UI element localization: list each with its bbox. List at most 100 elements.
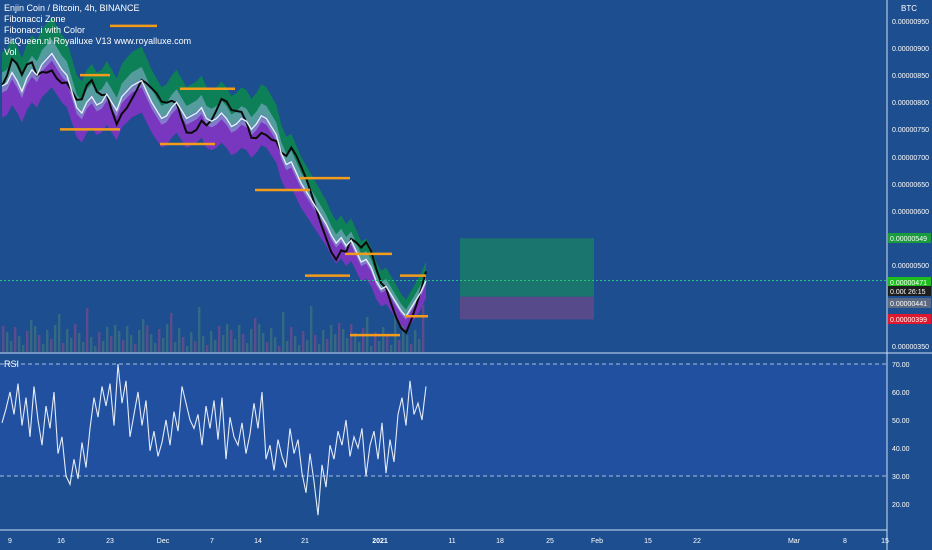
volume-bar	[66, 329, 69, 352]
price-tag-label: 0.00000471	[890, 280, 927, 287]
volume-bar	[378, 341, 381, 352]
volume-bar	[234, 339, 237, 352]
volume-bar	[178, 328, 181, 352]
volume-bar	[306, 340, 309, 352]
volume-bar	[102, 341, 105, 352]
volume-bar	[38, 335, 41, 352]
volume-bar	[302, 331, 305, 352]
volume-bar	[294, 336, 297, 352]
rsi-pane-label[interactable]: RSI	[4, 359, 20, 369]
volume-bar	[6, 332, 9, 352]
time-tick-label: 8	[843, 538, 847, 545]
indicator-fibonacci-zone[interactable]: Fibonacci Zone	[4, 14, 66, 24]
volume-bar	[186, 346, 189, 352]
price-tick-label: 0.00000800	[892, 100, 929, 107]
price-tag-label: 0.00000441	[890, 301, 927, 308]
indicator-fibonacci-color[interactable]: Fibonacci with Color	[4, 25, 86, 35]
volume-bar	[318, 344, 321, 352]
volume-bar	[342, 329, 345, 352]
price-tag-label: 0.00000549	[890, 236, 927, 243]
time-tick-label: 22	[693, 538, 701, 545]
price-tag-bg	[906, 286, 931, 296]
volume-bar	[158, 329, 161, 352]
volume-bar	[398, 340, 401, 352]
price-tag-bg	[888, 233, 931, 243]
currency-label: BTC	[901, 4, 917, 13]
chart-legend: Enjin Coin / Bitcoin, 4h, BINANCE Fibona…	[4, 3, 191, 58]
volume-bar	[258, 324, 261, 352]
volume-bar	[14, 327, 17, 352]
rsi-tick-label: 50.00	[892, 418, 910, 425]
time-tick-label: 9	[8, 538, 12, 545]
volume-bar	[222, 335, 225, 352]
volume-bar	[42, 344, 45, 352]
volume-bar	[54, 325, 57, 352]
light-band	[2, 39, 426, 320]
volume-bar	[298, 345, 301, 352]
volume-bar	[390, 345, 393, 352]
volume-bar	[350, 324, 353, 352]
volume-bar	[354, 333, 357, 352]
volume-bar	[22, 345, 25, 352]
volume-bar	[362, 328, 365, 352]
rsi-layer	[0, 363, 887, 516]
time-tick-label: 7	[210, 538, 214, 545]
volume-bar	[118, 331, 121, 352]
volume-bar	[414, 330, 417, 352]
volume-bar	[410, 344, 413, 352]
stop-zone[interactable]	[460, 296, 594, 320]
price-line	[1, 52, 427, 318]
volume-bar	[130, 335, 133, 352]
rsi-tick-label: 60.00	[892, 390, 910, 397]
price-tag-label: 26:15	[908, 289, 926, 296]
time-tick-label: 18	[496, 538, 504, 545]
symbol-title[interactable]: Enjin Coin / Bitcoin, 4h, BINANCE	[4, 3, 140, 13]
volume-bar	[146, 325, 149, 352]
indicator-volume[interactable]: Vol	[4, 47, 17, 57]
volume-bar	[326, 339, 329, 352]
volume-bar	[254, 318, 257, 352]
volume-bar	[90, 337, 93, 352]
time-tick-label: 11	[448, 538, 455, 545]
volume-bar	[246, 343, 249, 352]
time-tick-label: 15	[881, 538, 889, 545]
volume-bar	[406, 335, 409, 352]
volume-bar	[174, 342, 177, 352]
volume-bar	[82, 342, 85, 352]
rsi-tick-label: 40.00	[892, 446, 910, 453]
volume-bar	[98, 332, 101, 352]
price-tick-label: 0.00000950	[892, 19, 929, 26]
rsi-tick-label: 30.00	[892, 474, 910, 481]
indicator-royalluxe[interactable]: BitQueen.nl Royalluxe V13 www.royalluxe.…	[4, 36, 192, 46]
volume-bar	[262, 333, 265, 352]
volume-bar	[210, 331, 213, 352]
volume-bar	[402, 326, 405, 352]
price-tick-label: 0.00000850	[892, 73, 929, 80]
volume-bar	[286, 341, 289, 352]
rsi-tick-label: 70.00	[892, 362, 910, 369]
volume-bar	[338, 323, 341, 352]
target-zone[interactable]	[460, 238, 594, 297]
price-tick-label: 0.00000900	[892, 46, 929, 53]
volume-bar	[250, 329, 253, 352]
rsi-line	[1, 363, 427, 516]
volume-bar	[110, 336, 113, 352]
volume-bar	[310, 306, 313, 352]
time-tick-label: 23	[106, 538, 114, 545]
volume-bar	[10, 341, 13, 352]
volume-bar	[46, 330, 49, 352]
volume-bar	[270, 328, 273, 352]
volume-bar	[30, 320, 33, 352]
price-tag-label: 0.00000399	[890, 317, 927, 324]
volume-bar	[198, 307, 201, 352]
price-tick-label: 0.00000350	[892, 344, 929, 351]
time-tick-label: Feb	[591, 538, 603, 545]
time-tick-label: Dec	[157, 538, 170, 545]
volume-bar	[394, 311, 397, 352]
volume-bar	[346, 338, 349, 352]
volume-bar	[74, 324, 77, 352]
price-tick-label: 0.00000750	[892, 127, 929, 134]
volume-bar	[274, 337, 277, 352]
volume-bar	[134, 344, 137, 352]
